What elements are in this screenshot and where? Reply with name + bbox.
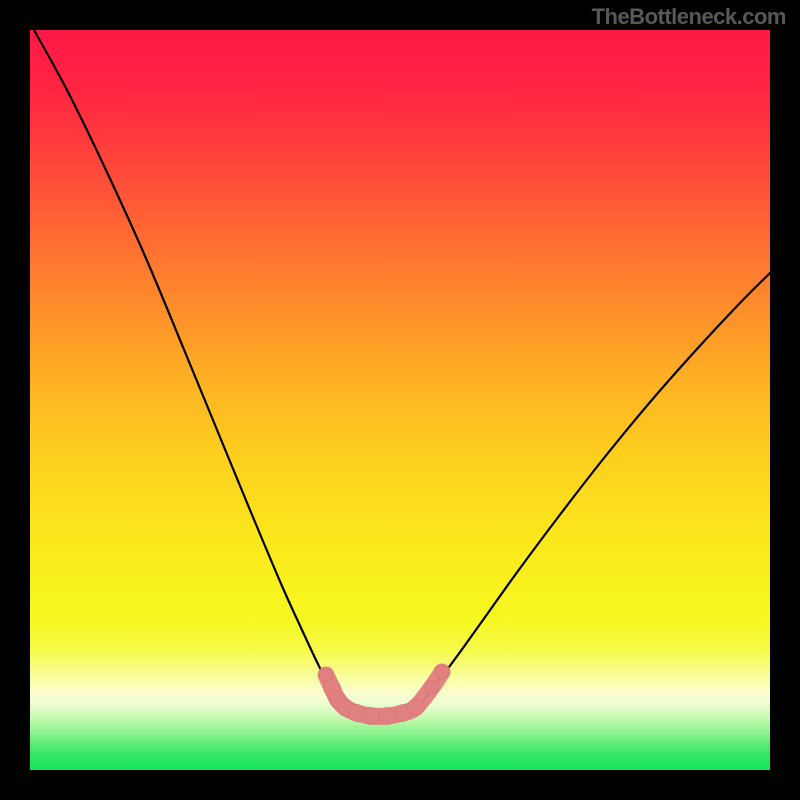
gradient-background [30, 30, 770, 770]
watermark-label: TheBottleneck.com [592, 4, 786, 30]
data-marker [425, 680, 439, 694]
data-marker [363, 708, 380, 725]
bottleneck-chart [0, 0, 800, 800]
data-marker [408, 699, 425, 716]
data-marker [379, 708, 396, 725]
data-marker [435, 665, 449, 679]
